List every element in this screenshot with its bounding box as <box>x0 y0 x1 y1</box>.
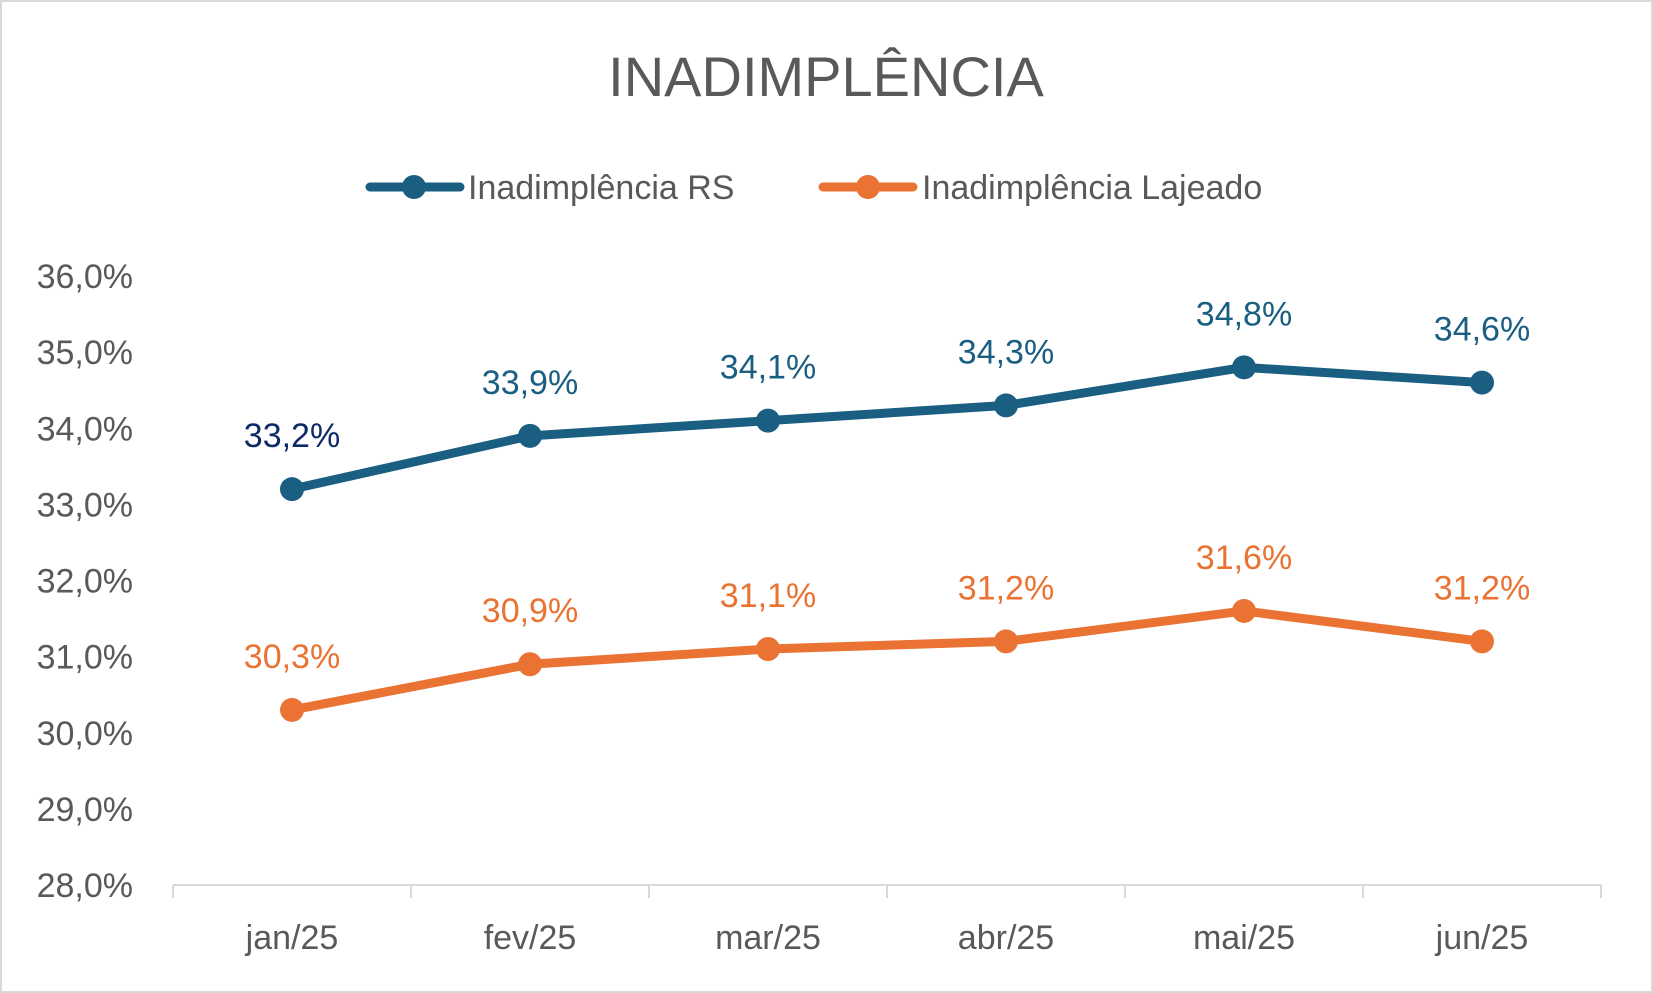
series-line <box>291 362 1483 494</box>
data-point[interactable] <box>756 408 780 433</box>
legend-label-lajeado: Inadimplência Lajeado <box>922 169 1262 207</box>
x-tick-label: mai/25 <box>1193 919 1295 957</box>
series-1: 30,3% 30,9% 31,1% 31,2% 31,6% 31,2% <box>244 539 1530 722</box>
x-tick-label: jun/25 <box>1435 919 1529 957</box>
y-tick-label: 35,0% <box>37 334 133 372</box>
data-label: 34,6% <box>1434 311 1530 349</box>
data-point[interactable] <box>756 637 780 662</box>
data-point[interactable] <box>1470 629 1494 654</box>
data-point[interactable] <box>1470 370 1494 395</box>
data-point[interactable] <box>1232 355 1256 380</box>
data-point[interactable] <box>280 477 304 502</box>
data-label: 30,3% <box>244 638 340 676</box>
data-label: 31,2% <box>1434 569 1530 607</box>
data-label: 31,6% <box>1196 539 1292 577</box>
y-tick-label: 36,0% <box>37 258 133 296</box>
y-tick-label: 29,0% <box>37 791 133 829</box>
data-point[interactable] <box>994 629 1018 654</box>
x-tick-label: fev/25 <box>484 919 577 957</box>
legend-label-rs: Inadimplência RS <box>468 169 734 207</box>
data-point[interactable] <box>994 393 1018 418</box>
data-label: 34,3% <box>958 333 1054 371</box>
legend-item-lajeado[interactable]: Inadimplência Lajeado <box>818 169 1262 207</box>
data-label: 34,1% <box>720 349 816 387</box>
y-tick-label: 34,0% <box>37 410 133 448</box>
data-label: 31,2% <box>958 569 1054 607</box>
data-label: 33,2% <box>244 417 340 455</box>
y-tick-label: 32,0% <box>37 563 133 601</box>
data-label: 34,8% <box>1196 295 1292 333</box>
data-label: 33,9% <box>482 364 578 402</box>
y-axis: 28,0% 29,0% 30,0% 31,0% 32,0% 33,0% 34,0% 35,0%… <box>37 258 133 905</box>
series-group: 33,2% 33,9% 34,1% 34,3% 34,8% 34,6% 30,3% 30,9%… <box>244 295 1530 722</box>
x-tick-label: abr/25 <box>958 919 1054 957</box>
data-point[interactable] <box>280 697 304 722</box>
data-point[interactable] <box>518 652 542 677</box>
y-tick-label: 33,0% <box>37 486 133 524</box>
series-0: 33,2% 33,9% 34,1% 34,3% 34,8% 34,6% <box>244 295 1530 502</box>
x-tick-label: jan/25 <box>245 919 339 957</box>
chart-title: INADIMPLÊNCIA <box>608 45 1044 108</box>
legend: Inadimplência RS Inadimplência Lajeado <box>365 169 1262 207</box>
x-axis: jan/25 fev/25 mar/25 abr/25 mai/25 jun/25 <box>172 884 1602 957</box>
data-label: 30,9% <box>482 592 578 630</box>
x-tick-label: mar/25 <box>715 919 821 957</box>
legend-item-rs[interactable]: Inadimplência RS <box>365 169 734 207</box>
series-line <box>291 606 1483 715</box>
y-tick-label: 31,0% <box>37 639 133 677</box>
data-point[interactable] <box>518 423 542 448</box>
legend-marker-lajeado <box>856 175 880 199</box>
y-tick-label: 30,0% <box>37 715 133 753</box>
legend-marker-rs <box>402 175 426 199</box>
data-label: 31,1% <box>720 577 816 615</box>
data-point[interactable] <box>1232 598 1256 623</box>
y-tick-label: 28,0% <box>37 867 133 905</box>
